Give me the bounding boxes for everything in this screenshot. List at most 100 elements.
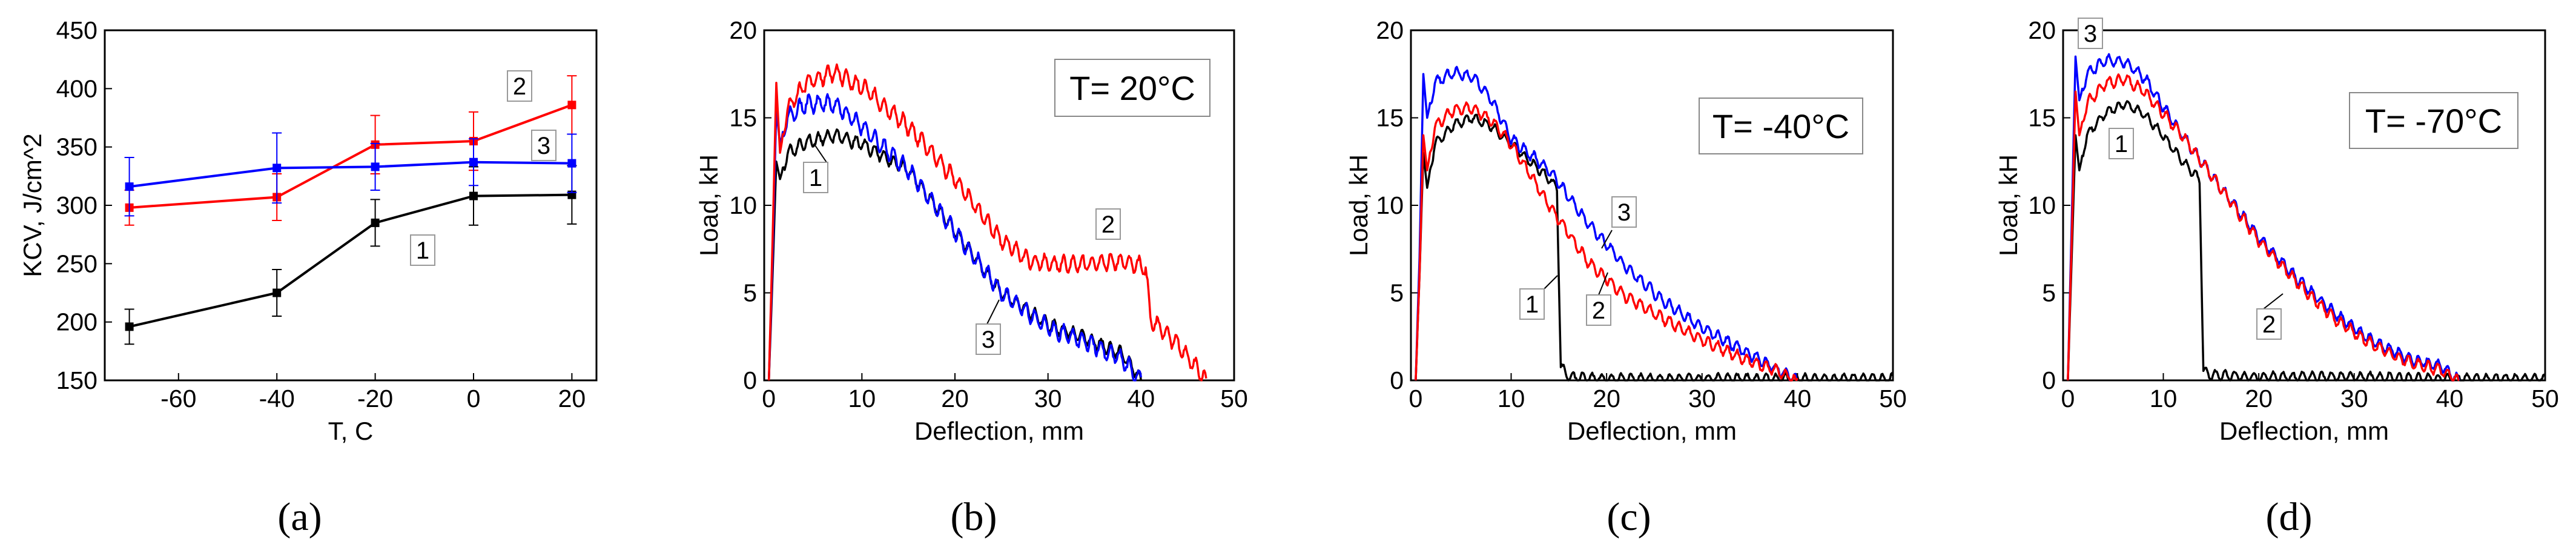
annotation-c-2: 2	[1592, 297, 1605, 324]
x-tick-label-b-4: 40	[1128, 385, 1155, 412]
y-tick-label-a-5: 400	[56, 74, 97, 102]
series-line-a-3	[129, 161, 572, 188]
series-line-c-2	[1415, 101, 1798, 382]
axis-ticks-a: -60 -40 -20 0 20 150 200 250 300 350 400 450	[56, 16, 586, 412]
y-tick-label-d-4: 20	[2028, 16, 2056, 44]
annotation-a-1: 1	[416, 237, 429, 264]
x-axis-label-a: T, C	[328, 417, 374, 445]
x-tick-label-c-0: 0	[1409, 385, 1422, 412]
y-axis-label-c: Load, kH	[1344, 154, 1373, 256]
x-tick-label-d-0: 0	[2061, 385, 2075, 412]
annotation-box-a-2: 2	[507, 70, 532, 102]
x-tick-label-b-5: 50	[1220, 385, 1248, 412]
title-box-c: T= -40°C	[1699, 98, 1863, 154]
axis-ticks-c: 0 10 20 30 40 50 0 5 10 15 20	[1376, 16, 1906, 412]
data-point-a-1-0	[125, 322, 134, 331]
series-group-a	[124, 75, 577, 345]
annotation-b-1: 1	[809, 165, 822, 191]
series-group-c	[1415, 65, 1894, 382]
x-tick-label-c-4: 40	[1784, 385, 1812, 412]
x-tick-label-d-4: 40	[2436, 385, 2464, 412]
chart-title-c: T= -40°C	[1712, 107, 1849, 145]
annotation-d-1: 1	[2115, 131, 2128, 157]
x-tick-label-d-1: 10	[2150, 385, 2178, 412]
x-tick-label-c-2: 20	[1593, 385, 1620, 412]
y-tick-label-c-4: 20	[1376, 16, 1404, 44]
title-box-d: T= -70°C	[2349, 92, 2518, 149]
annotation-box-a-3: 3	[531, 130, 556, 161]
y-tick-label-d-0: 0	[2042, 366, 2056, 394]
series-line-c-3	[1415, 65, 1798, 382]
x-tick-label-b-0: 0	[762, 385, 776, 412]
title-box-b: T= 20°C	[1054, 59, 1210, 117]
data-point-a-1-2	[371, 218, 380, 227]
series-line-a-1	[129, 193, 572, 328]
annotation-box-c-2: 2	[1586, 272, 1611, 326]
y-tick-label-c-1: 5	[1390, 279, 1404, 307]
series-line-b-3	[767, 93, 1143, 382]
annotation-box-c-1: 1	[1519, 275, 1558, 320]
data-point-a-3-2	[371, 162, 380, 171]
annotation-box-d-2: 2	[2256, 293, 2284, 340]
x-axis-label-c: Deflection, mm	[1567, 417, 1737, 445]
y-tick-label-b-3: 15	[729, 104, 757, 132]
y-tick-label-a-0: 150	[56, 366, 97, 394]
y-tick-label-a-2: 250	[56, 250, 97, 277]
panel-b: 0 10 20 30 40 50 0 5 10 15 20 Load, kH Deflection,…	[695, 16, 1248, 539]
annotation-box-b-1: 1	[803, 145, 828, 193]
plot-frame-c	[1410, 29, 1894, 382]
y-tick-label-c-2: 10	[1376, 191, 1404, 219]
chart-title-b: T= 20°C	[1069, 69, 1195, 107]
annotation-box-b-2: 2	[1095, 208, 1121, 240]
series-group-d	[2067, 53, 2546, 382]
chart-title-d: T= -70°C	[2365, 102, 2502, 140]
y-tick-label-b-4: 20	[729, 16, 757, 44]
annotation-box-a-1: 1	[410, 234, 435, 266]
axis-ticks-b: 0 10 20 30 40 50 0 5 10 15 20	[729, 16, 1247, 412]
x-tick-label-a-1: -40	[259, 385, 295, 412]
series-line-a-2	[129, 104, 573, 209]
y-tick-label-a-1: 200	[56, 308, 97, 336]
y-tick-label-c-3: 15	[1376, 104, 1404, 132]
x-tick-label-c-3: 30	[1688, 385, 1716, 412]
data-point-a-3-0	[125, 182, 134, 191]
panel-label-c: (c)	[1607, 495, 1651, 539]
annotation-a-3: 3	[537, 133, 550, 159]
y-tick-label-b-0: 0	[743, 366, 757, 394]
data-point-a-1-3	[469, 191, 478, 200]
plot-frame-d	[2062, 29, 2546, 382]
series-line-d-3	[2067, 53, 2460, 382]
x-axis-label-b: Deflection, mm	[914, 417, 1084, 445]
panel-c: 0 10 20 30 40 50 0 5 10 15 20 Load, kH Deflection,…	[1344, 16, 1907, 539]
x-tick-label-d-5: 50	[2531, 385, 2559, 412]
x-tick-label-a-4: 20	[558, 385, 586, 412]
y-tick-label-a-3: 300	[56, 191, 97, 219]
x-tick-label-b-2: 20	[941, 385, 969, 412]
y-tick-label-a-4: 350	[56, 133, 97, 161]
x-tick-label-a-2: -20	[357, 385, 393, 412]
x-tick-label-a-0: -60	[160, 385, 196, 412]
y-tick-label-d-2: 10	[2028, 191, 2056, 219]
panel-label-d: (d)	[2266, 495, 2313, 539]
panel-label-b: (b)	[951, 495, 997, 539]
annotation-c-3: 3	[1617, 199, 1631, 226]
annotation-box-d-1: 1	[2109, 128, 2134, 159]
x-tick-label-b-3: 30	[1034, 385, 1062, 412]
x-axis-label-d: Deflection, mm	[2219, 417, 2389, 445]
x-tick-label-b-1: 10	[848, 385, 876, 412]
x-tick-label-c-1: 10	[1498, 385, 1525, 412]
series-line-b-2	[767, 63, 1207, 382]
data-point-a-3-1	[272, 164, 282, 173]
annotation-box-d-3: 3	[2078, 18, 2103, 49]
annotation-b-3: 3	[982, 326, 995, 353]
annotation-b-2: 2	[1101, 211, 1115, 238]
panel-d: 0 10 20 30 40 50 0 5 10 15 20 Load, kH Deflection,…	[1994, 16, 2559, 539]
data-point-a-2-4	[567, 101, 576, 110]
data-point-a-3-3	[469, 157, 478, 167]
panel-a: -60 -40 -20 0 20 150 200 250 300 350 400 450 KCV, J…	[18, 16, 598, 539]
data-point-a-3-4	[567, 159, 576, 168]
y-tick-label-b-1: 5	[743, 279, 757, 307]
annotation-c-1: 1	[1525, 291, 1539, 318]
x-tick-label-a-3: 0	[467, 385, 481, 412]
